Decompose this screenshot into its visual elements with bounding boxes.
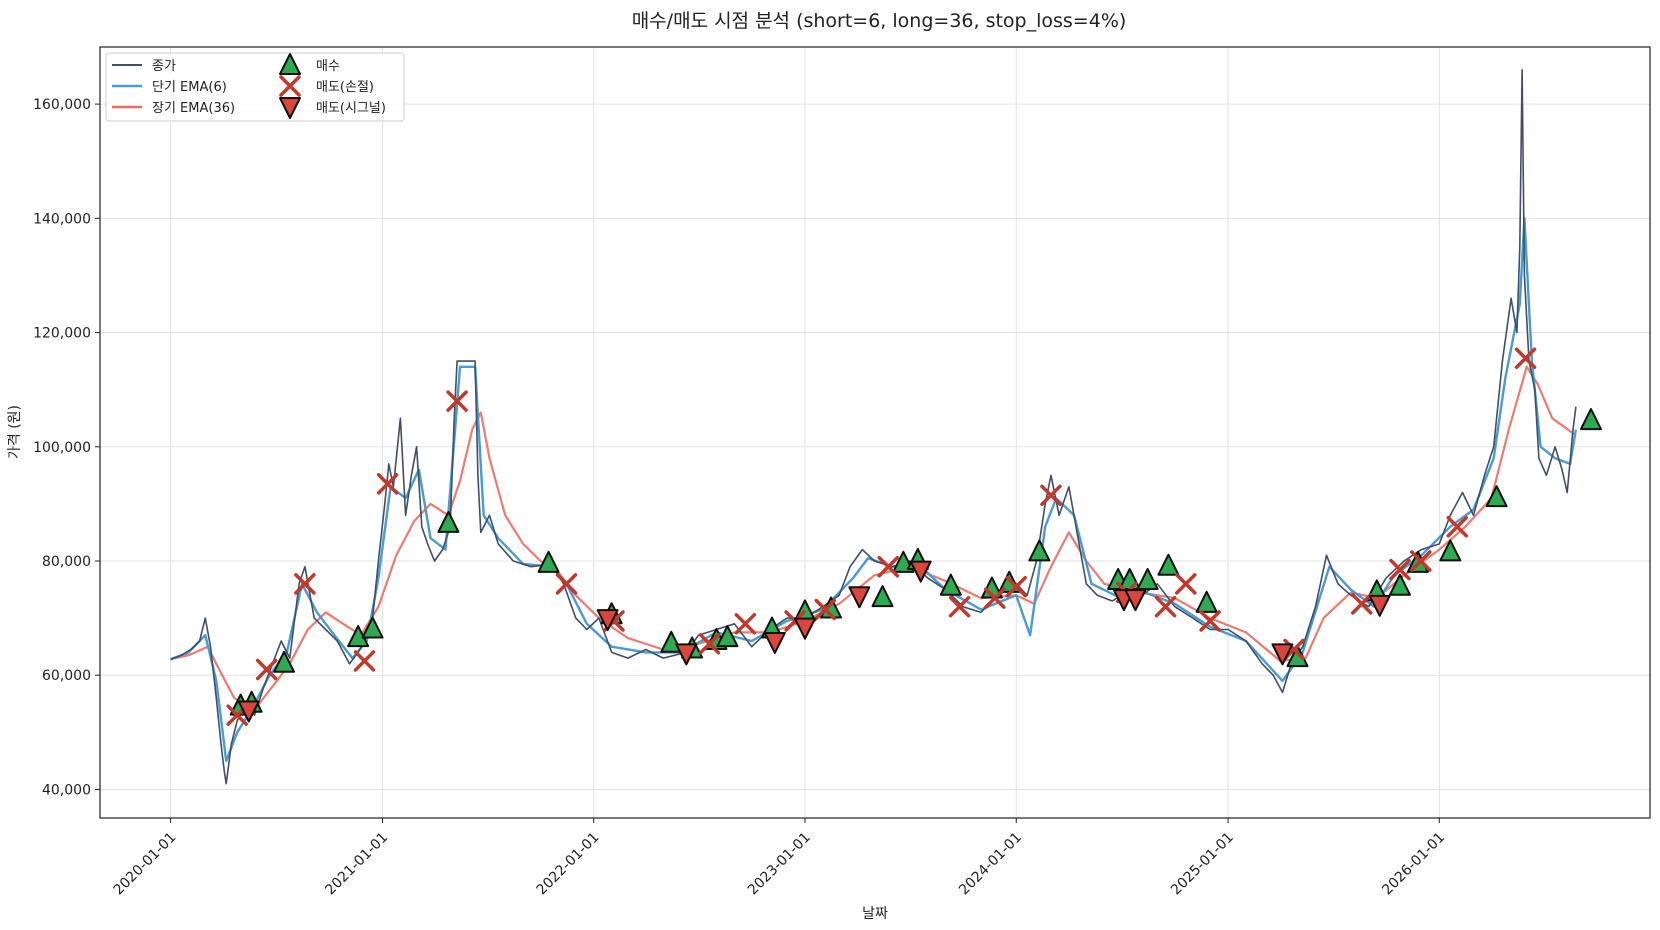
series-layer (170, 69, 1578, 785)
buy-marker (1485, 485, 1508, 508)
legend-signal-marker (279, 97, 301, 119)
y-axis: 40,000 60,000 80,000 100,000 120,000 140,000 1… (33, 97, 100, 798)
sell-stop-marker (1351, 593, 1373, 615)
sell-signal-marker (793, 617, 816, 640)
sell-stop-marker (1389, 558, 1411, 581)
sell-signal-marker (1271, 643, 1294, 666)
y-tick-label: 140,000 (33, 211, 91, 227)
y-axis-label: 가격 (원) (7, 405, 23, 459)
sell-stop-marker (1005, 575, 1027, 598)
legend: 종가 단기 EMA(6) 장기 EMA(36) 매수 매도(손절) 매도(시그널… (105, 52, 405, 122)
buy-marker (716, 625, 739, 648)
x-tick-label: 2025-01-01 (1168, 830, 1237, 899)
legend-label-ema-long: 장기 EMA(36) (152, 101, 235, 116)
buy-marker (1136, 567, 1159, 590)
legend-box (105, 52, 405, 122)
grid (100, 47, 1650, 818)
sell-signal-marker (909, 560, 932, 583)
buy-marker (437, 510, 460, 533)
marker-layer (226, 347, 1602, 726)
sell-stop-marker (294, 573, 316, 595)
buy-marker (1195, 590, 1218, 613)
sell-signal-marker (237, 700, 260, 723)
legend-label-stop: 매도(손절) (316, 80, 374, 95)
buy-marker (939, 573, 962, 596)
x-axis-label: 날짜 (862, 906, 888, 922)
x-tick-label: 2021-01-01 (322, 830, 391, 899)
buy-marker (1579, 408, 1602, 431)
legend-marker-stop (279, 75, 301, 97)
x-tick-label: 2026-01-01 (1379, 830, 1448, 899)
sell-signal-marker (1368, 594, 1391, 617)
legend-marker-signal (279, 97, 301, 119)
buy-marker (1028, 539, 1051, 562)
sell-stop-marker (877, 555, 900, 578)
buy-marker (1388, 573, 1411, 596)
sell-stop-marker (948, 595, 971, 618)
sell-stop-marker (446, 390, 468, 412)
sell-signal-marker (848, 586, 871, 609)
sell-stop-marker (255, 658, 278, 681)
x-axis: 2020-01-01 2021-01-01 2022-01-01 2023-01-01… (111, 818, 1448, 899)
sell-stop-marker (1514, 347, 1537, 370)
sell-stop-marker (698, 633, 721, 655)
legend-label-signal: 매도(시그널) (316, 101, 386, 116)
legend-label-ema-short: 단기 EMA(6) (152, 80, 227, 95)
y-tick-label: 160,000 (33, 97, 91, 113)
buy-marker (273, 650, 296, 673)
buy-marker (1157, 553, 1180, 576)
sell-signal-marker (1124, 589, 1147, 612)
buy-marker (1439, 539, 1462, 562)
sell-stop-marker (814, 598, 836, 621)
sell-signal-marker (596, 609, 619, 632)
x-tick-label: 2020-01-01 (111, 830, 180, 899)
sell-stop-marker (734, 613, 757, 635)
y-tick-label: 60,000 (42, 668, 91, 684)
sell-signal-marker (675, 643, 698, 666)
legend-label-buy: 매수 (316, 59, 340, 74)
chart-title: 매수/매도 시점 분석 (short=6, long=36, stop_loss… (632, 10, 1127, 32)
sell-stop-marker (1154, 595, 1177, 618)
buy-marker (361, 616, 384, 639)
buy-marker (660, 630, 683, 653)
sell-stop-marker (1199, 610, 1221, 632)
sell-stop-marker (376, 473, 399, 495)
sell-stop-marker (1175, 573, 1197, 595)
x-tick-label: 2022-01-01 (534, 830, 603, 899)
sell-stop-marker (555, 573, 578, 595)
y-tick-label: 80,000 (42, 554, 91, 570)
x-tick-label: 2023-01-01 (745, 830, 814, 899)
sell-stop-marker (1410, 550, 1432, 572)
legend-stop-marker (279, 75, 301, 97)
legend-label-close: 종가 (152, 59, 176, 74)
sell-stop-marker (353, 650, 376, 672)
plot-frame (99, 46, 1651, 819)
series-close (170, 69, 1577, 785)
sell-signal-marker (763, 631, 786, 654)
y-tick-label: 40,000 (42, 782, 91, 798)
sell-stop-marker (1446, 515, 1469, 538)
legend-buy-marker (279, 53, 301, 75)
buy-marker (871, 585, 894, 608)
y-tick-label: 100,000 (33, 440, 91, 456)
x-tick-label: 2024-01-01 (956, 830, 1025, 899)
sell-stop-marker (984, 587, 1006, 609)
sell-stop-marker (1040, 484, 1062, 507)
legend-marker-buy (279, 53, 301, 75)
buy-marker (537, 550, 560, 573)
y-tick-label: 120,000 (33, 326, 91, 342)
